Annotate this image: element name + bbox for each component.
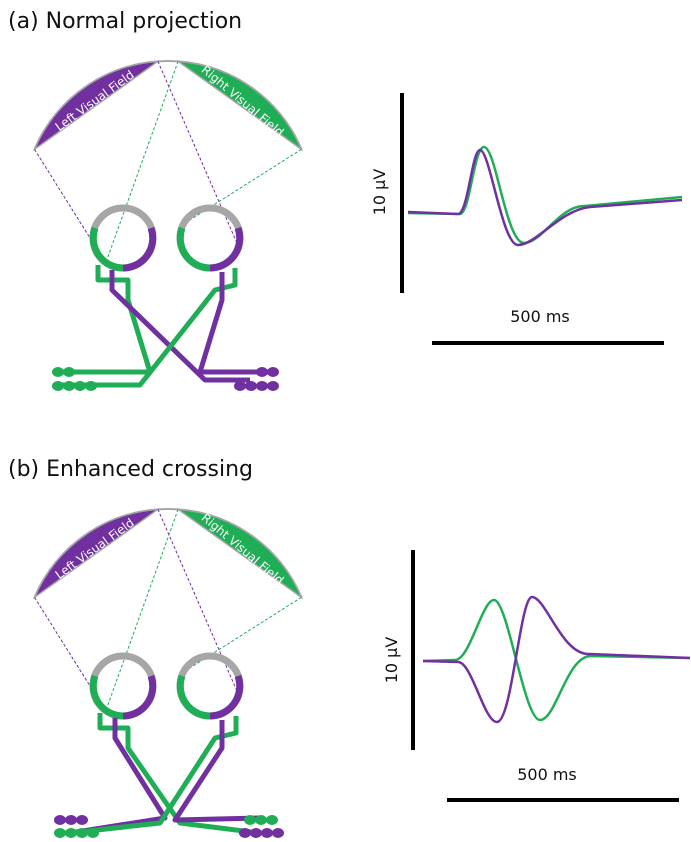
projection-line <box>182 149 301 225</box>
right-field-label: Right Visual Field <box>199 63 287 140</box>
retina-nasal <box>210 676 240 716</box>
terminal <box>256 367 268 377</box>
y-scale-label: 10 µV <box>382 637 401 684</box>
terminal <box>54 828 66 838</box>
projection-line <box>182 597 301 673</box>
left-field-label: Left Visual Field <box>53 516 137 582</box>
x-scale-label: 500 ms <box>510 307 570 326</box>
terminal <box>74 381 86 391</box>
terminal <box>65 828 77 838</box>
terminal <box>255 815 267 825</box>
terminal <box>52 381 64 391</box>
terminal <box>85 381 97 391</box>
figure: (a) Normal projection Left Visual Field Ri… <box>0 0 691 842</box>
panel: (a) Normal projection Left Visual Field Ri… <box>8 9 682 391</box>
terminal <box>256 381 268 391</box>
terminal <box>267 367 279 377</box>
terminal <box>261 828 273 838</box>
retina-temporal <box>180 676 210 716</box>
waveform <box>423 597 690 722</box>
terminal <box>87 828 99 838</box>
pathway <box>70 716 236 833</box>
waveform <box>423 600 690 720</box>
terminal <box>267 381 279 391</box>
terminal <box>239 828 251 838</box>
right-field-label: Right Visual Field <box>199 511 287 588</box>
retina-temporal <box>123 676 153 716</box>
terminal <box>52 367 64 377</box>
terminal <box>54 815 66 825</box>
terminal <box>272 828 284 838</box>
terminal <box>76 828 88 838</box>
terminal <box>234 381 246 391</box>
retina-nasal <box>93 228 123 268</box>
retina-nasal <box>93 676 123 716</box>
terminal <box>63 381 75 391</box>
panel: (b) Enhanced crossing Left Visual Field Ri… <box>8 457 690 838</box>
terminal <box>244 815 256 825</box>
terminal <box>250 828 262 838</box>
waveform <box>408 147 682 243</box>
terminal <box>63 367 75 377</box>
pathway <box>60 265 150 372</box>
panel-title: (a) Normal projection <box>8 9 242 34</box>
left-field-label: Left Visual Field <box>53 68 137 134</box>
terminal <box>76 815 88 825</box>
terminal <box>65 815 77 825</box>
retina-temporal <box>123 228 153 268</box>
y-scale-label: 10 µV <box>370 169 389 216</box>
x-scale-label: 500 ms <box>517 765 577 784</box>
retina-nasal <box>210 228 240 268</box>
terminal <box>266 815 278 825</box>
waveform <box>408 150 682 245</box>
retina-temporal <box>180 228 210 268</box>
terminal <box>245 381 257 391</box>
panel-title: (b) Enhanced crossing <box>8 457 253 482</box>
